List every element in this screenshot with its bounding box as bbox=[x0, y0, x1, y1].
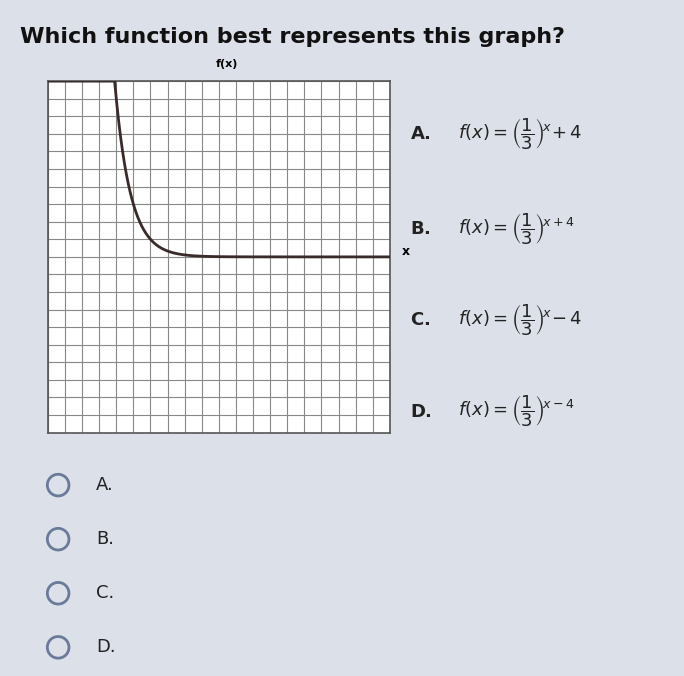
Text: C.: C. bbox=[96, 584, 114, 602]
Text: $f(x)=\left(\dfrac{1}{3}\right)^{\!x}\!+4$: $f(x)=\left(\dfrac{1}{3}\right)^{\!x}\!+… bbox=[458, 116, 583, 151]
Text: Which function best represents this graph?: Which function best represents this grap… bbox=[21, 27, 565, 47]
Text: A.: A. bbox=[96, 476, 114, 494]
Text: D.: D. bbox=[96, 638, 116, 656]
Text: f(x): f(x) bbox=[216, 59, 239, 69]
Text: $f(x)=\left(\dfrac{1}{3}\right)^{\!x+4}$: $f(x)=\left(\dfrac{1}{3}\right)^{\!x+4}$ bbox=[458, 211, 575, 247]
Text: $\mathbf{D.}$: $\mathbf{D.}$ bbox=[410, 402, 432, 420]
Text: $f(x)=\left(\dfrac{1}{3}\right)^{\!x}\!-4$: $f(x)=\left(\dfrac{1}{3}\right)^{\!x}\!-… bbox=[458, 302, 583, 338]
Text: $\mathbf{A.}$: $\mathbf{A.}$ bbox=[410, 125, 432, 143]
Text: x: x bbox=[402, 245, 410, 258]
Text: $\mathbf{C.}$: $\mathbf{C.}$ bbox=[410, 311, 431, 329]
Text: B.: B. bbox=[96, 530, 114, 548]
Text: $f(x)=\left(\dfrac{1}{3}\right)^{\!x-4}$: $f(x)=\left(\dfrac{1}{3}\right)^{\!x-4}$ bbox=[458, 393, 575, 429]
Text: $\mathbf{B.}$: $\mathbf{B.}$ bbox=[410, 220, 431, 238]
